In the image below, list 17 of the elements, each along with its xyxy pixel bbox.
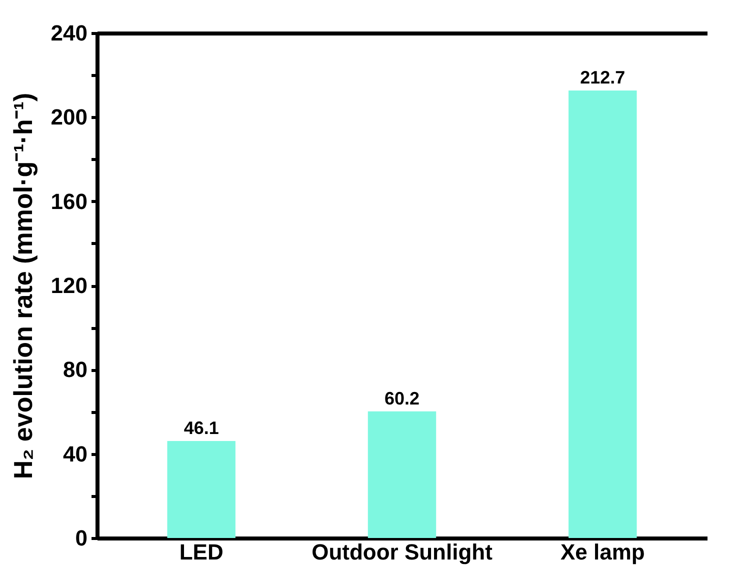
y-tick-label: 160	[50, 188, 88, 214]
y-tick-label: 80	[63, 357, 88, 382]
y-axis-title: H₂ evolution rate (mmol·g⁻¹·h⁻¹)	[8, 92, 38, 480]
x-tick-label: LED	[179, 540, 224, 564]
y-tick-label: 0	[75, 526, 88, 550]
bar	[568, 90, 637, 538]
data-label: 60.2	[384, 388, 420, 408]
data-label: 212.7	[580, 67, 626, 88]
y-tick-label: 200	[50, 104, 88, 130]
y-tick-label: 40	[63, 441, 88, 466]
bar	[167, 441, 236, 538]
y-tick-label: 120	[50, 273, 88, 298]
x-tick-label: Xe lamp	[560, 540, 645, 564]
data-label: 46.1	[184, 418, 219, 438]
x-tick-label: Outdoor Sunlight	[312, 540, 494, 564]
bar	[368, 411, 436, 538]
y-tick-label: 240	[50, 20, 88, 46]
